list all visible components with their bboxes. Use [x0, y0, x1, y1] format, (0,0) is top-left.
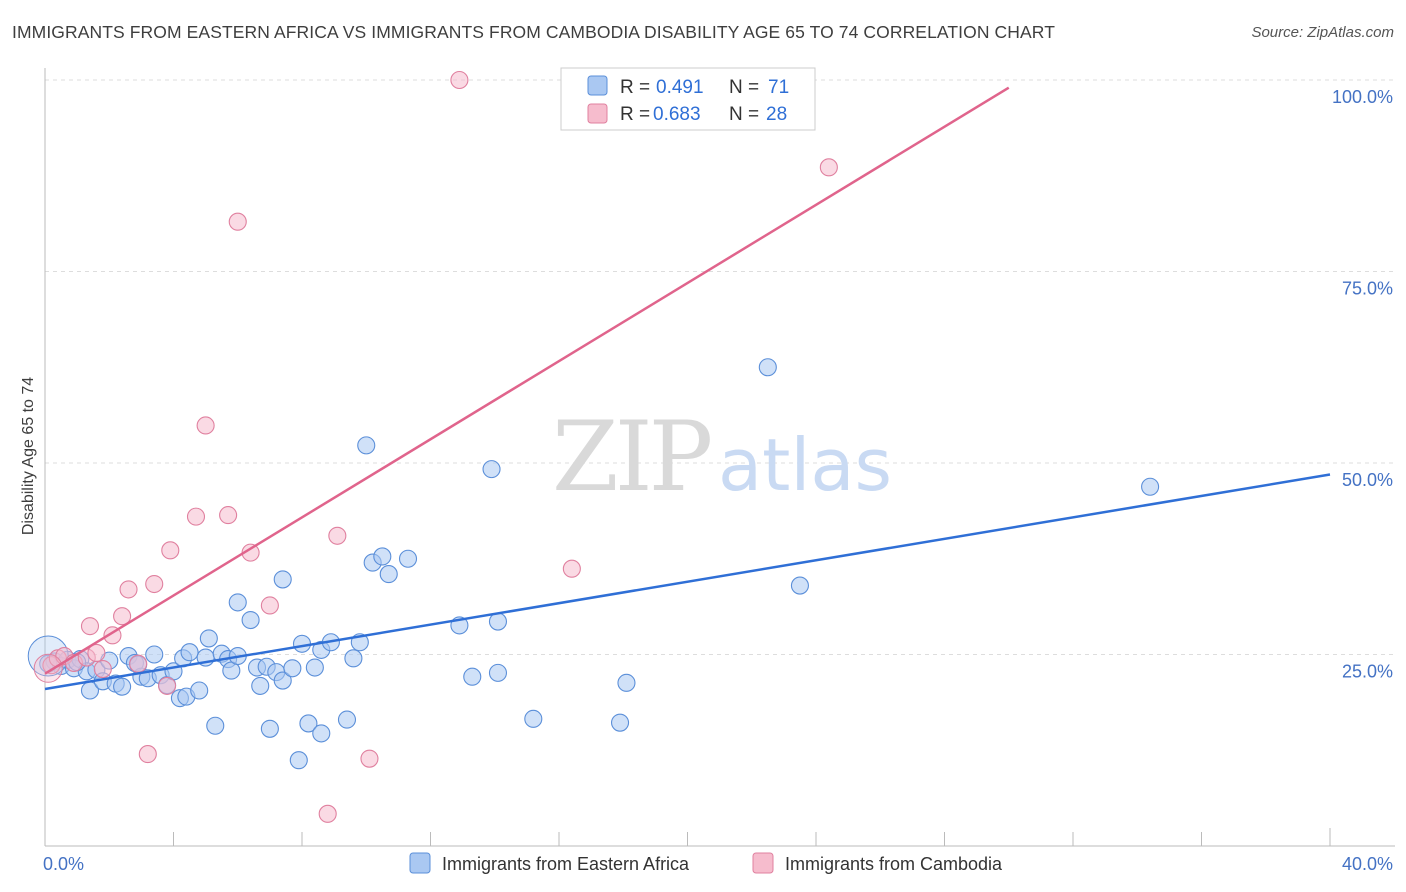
series-label-cambodia: Immigrants from Cambodia — [785, 854, 1003, 874]
data-point-cambodia — [113, 607, 132, 626]
data-point-eastern-africa — [790, 576, 809, 595]
x-tick-labels: 0.0% 40.0% — [43, 854, 1393, 874]
data-point-cambodia — [93, 660, 112, 679]
data-point-cambodia — [360, 749, 379, 768]
y-tick-label: 25.0% — [1342, 662, 1393, 682]
data-point-eastern-africa — [292, 634, 312, 653]
data-point-eastern-africa — [398, 549, 418, 568]
data-point-cambodia — [186, 507, 206, 526]
grid-lines — [45, 79, 1395, 655]
trendline-eastern-africa — [44, 473, 1331, 691]
data-point-cambodia — [328, 526, 347, 545]
data-point-eastern-africa — [190, 681, 209, 700]
data-point-eastern-africa — [206, 716, 225, 735]
watermark: ZIP atlas — [552, 401, 892, 513]
data-point-eastern-africa — [488, 663, 508, 682]
data-point-eastern-africa — [251, 676, 270, 695]
data-point-eastern-africa — [617, 673, 636, 692]
data-point-eastern-africa — [758, 358, 777, 377]
series-cambodia-points — [33, 70, 838, 823]
data-point-eastern-africa — [482, 460, 501, 479]
chart-title: IMMIGRANTS FROM EASTERN AFRICA VS IMMIGR… — [12, 22, 1056, 42]
trendlines — [44, 86, 1331, 691]
data-point-cambodia — [260, 596, 279, 615]
data-point-eastern-africa — [305, 658, 324, 677]
data-point-cambodia — [562, 559, 581, 578]
data-point-cambodia — [219, 506, 238, 525]
data-point-cambodia — [87, 643, 106, 663]
y-tick-label: 50.0% — [1342, 470, 1393, 490]
data-point-cambodia — [819, 158, 838, 177]
data-point-eastern-africa — [145, 645, 164, 664]
legend-n-value-pink: 28 — [766, 104, 787, 125]
data-point-eastern-africa — [373, 547, 392, 566]
data-point-cambodia — [119, 580, 138, 599]
data-point-cambodia — [80, 617, 100, 636]
legend-n-value-blue: 71 — [768, 77, 789, 98]
data-point-eastern-africa — [273, 570, 292, 589]
data-point-eastern-africa — [463, 667, 482, 686]
data-point-eastern-africa — [357, 436, 376, 455]
legend-r-value-pink: 0.683 — [653, 104, 701, 125]
data-point-eastern-africa — [228, 593, 247, 612]
data-point-cambodia — [33, 653, 63, 683]
legend-swatch-pink — [587, 103, 608, 124]
data-point-eastern-africa — [299, 714, 318, 733]
legend-swatch-blue — [587, 75, 608, 96]
data-point-cambodia — [161, 541, 180, 560]
y-tick-label: 75.0% — [1342, 279, 1393, 299]
data-point-eastern-africa — [260, 719, 279, 738]
data-point-eastern-africa — [379, 565, 398, 584]
data-point-eastern-africa — [524, 709, 543, 728]
data-point-eastern-africa — [273, 671, 292, 690]
series-swatch-eastern-africa — [409, 852, 431, 874]
series-label-eastern-africa: Immigrants from Eastern Africa — [442, 854, 690, 874]
watermark-atlas: atlas — [718, 423, 892, 507]
data-point-cambodia — [138, 745, 157, 764]
data-point-eastern-africa — [337, 710, 357, 729]
data-point-cambodia — [318, 804, 337, 823]
x-tick-label: 40.0% — [1342, 854, 1393, 874]
data-point-cambodia — [450, 70, 469, 90]
data-point-eastern-africa — [180, 643, 199, 662]
legend-n-label-blue: N = — [729, 77, 759, 98]
data-point-eastern-africa — [289, 751, 308, 770]
axes — [44, 68, 1395, 847]
data-point-cambodia — [158, 676, 177, 695]
series-legend: Immigrants from Eastern Africa Immigrant… — [409, 852, 1003, 874]
y-tick-label: 100.0% — [1332, 87, 1393, 107]
watermark-zip: ZIP — [552, 401, 711, 513]
data-point-eastern-africa — [1141, 477, 1160, 496]
data-point-eastern-africa — [312, 724, 331, 743]
y-tick-labels: 25.0% 50.0% 75.0% 100.0% — [1332, 87, 1393, 682]
data-point-eastern-africa — [344, 649, 363, 668]
data-point-cambodia — [196, 416, 215, 435]
series-swatch-cambodia — [752, 852, 774, 874]
legend-r-label-pink: R = — [620, 104, 650, 125]
legend-n-label-pink: N = — [729, 104, 759, 125]
data-point-eastern-africa — [113, 677, 132, 696]
data-point-cambodia — [228, 212, 247, 231]
data-point-cambodia — [145, 574, 164, 594]
data-point-eastern-africa — [199, 629, 218, 648]
data-point-cambodia — [129, 654, 148, 673]
data-point-eastern-africa — [610, 713, 630, 732]
data-point-eastern-africa — [283, 659, 302, 678]
x-tick-label: 0.0% — [43, 854, 84, 874]
legend-r-value-blue: 0.491 — [656, 77, 704, 98]
correlation-legend: R = 0.491 N = 71 R = 0.683 N = 28 — [560, 67, 816, 131]
source-label: Source: ZipAtlas.com — [1251, 24, 1394, 41]
data-point-eastern-africa — [241, 610, 260, 630]
legend-r-label-blue: R = — [620, 77, 650, 98]
trendline-cambodia — [44, 86, 1010, 675]
y-axis-title: Disability Age 65 to 74 — [20, 377, 37, 535]
